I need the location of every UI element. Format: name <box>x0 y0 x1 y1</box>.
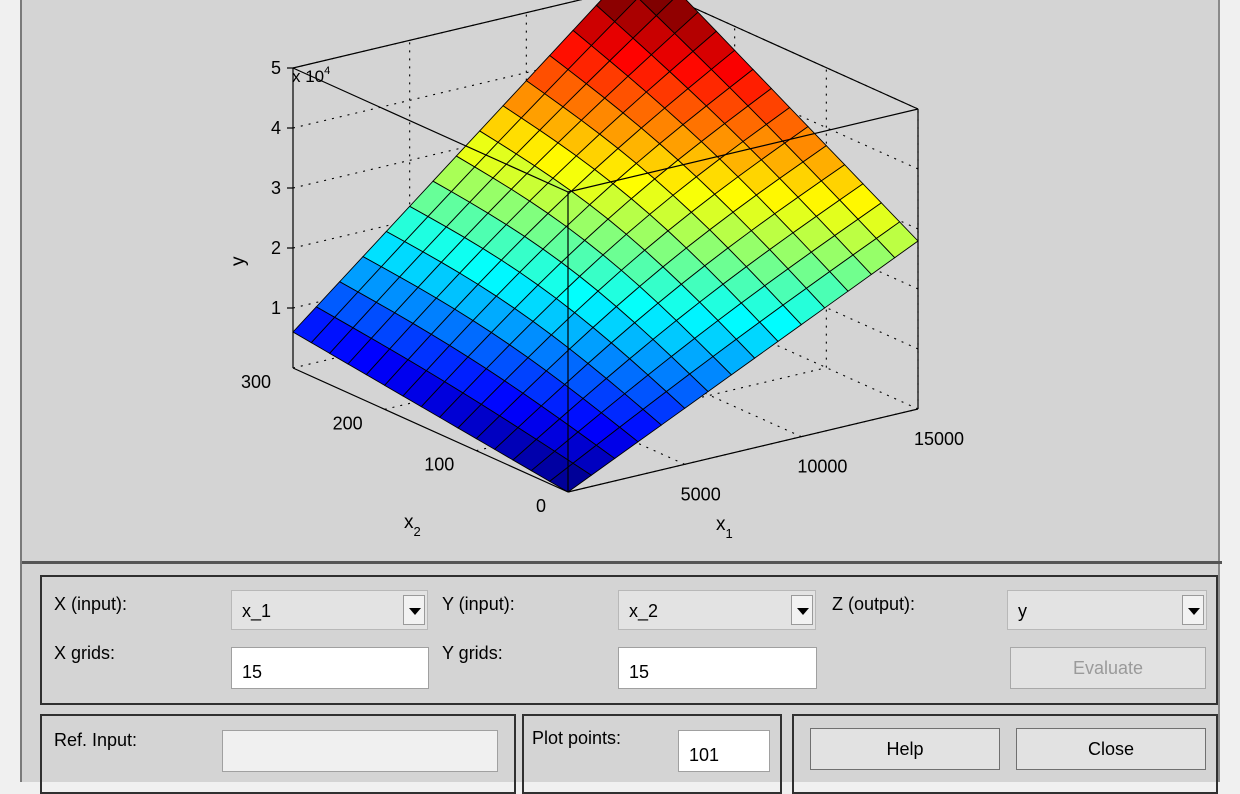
ref-input-panel: Ref. Input: <box>40 714 516 794</box>
x2-axis-label: x2 <box>404 512 421 539</box>
box-edge <box>292 367 569 493</box>
axis-selection-panel: X (input): x_1 Y (input): x_2 Z (output)… <box>40 575 1218 705</box>
x2-tick-label: 200 <box>333 413 363 433</box>
surface-mesh <box>292 0 919 493</box>
x1-axis-label: x1 <box>716 514 733 541</box>
close-button[interactable]: Close <box>1016 728 1206 770</box>
surface-patch <box>548 462 593 493</box>
chevron-down-icon[interactable] <box>1182 595 1204 625</box>
z-tick-label: 1 <box>271 298 281 318</box>
x-input-label: X (input): <box>54 594 128 614</box>
x1-tick-label: 5000 <box>681 484 721 504</box>
axis-ticks: 5000 10000 15000 0 100 200 300 1 2 3 4 5 <box>241 58 964 516</box>
x-grids-label: X grids: <box>54 643 116 663</box>
x-grids-input[interactable]: 15 <box>231 647 429 689</box>
z-tick-label: 2 <box>271 238 281 258</box>
z-tick-label: 5 <box>271 58 281 78</box>
box-edge <box>292 0 583 69</box>
z-exponent-label: x 104 <box>292 65 330 86</box>
x2-tick-label: 100 <box>424 455 454 475</box>
y-input-label: Y (input): <box>442 594 515 614</box>
y-grids-label: Y grids: <box>442 643 503 663</box>
plot-points-panel: Plot points: 101 <box>522 714 782 794</box>
box-edge <box>292 67 569 193</box>
z-tick-label: 4 <box>271 118 281 138</box>
z-axis-label: y <box>228 256 249 266</box>
ref-input-field[interactable] <box>222 730 498 772</box>
x1-tick-label: 10000 <box>797 457 847 477</box>
plot-points-label: Plot points: <box>532 728 622 748</box>
x1-tick-label: 15000 <box>914 429 964 449</box>
x-input-value: x_1 <box>242 601 272 621</box>
axes-box-front <box>292 67 919 493</box>
z-output-label: Z (output): <box>832 594 916 614</box>
help-button[interactable]: Help <box>810 728 1000 770</box>
y-input-value: x_2 <box>629 601 659 621</box>
y-input-select[interactable]: x_2 <box>618 590 816 630</box>
ref-input-label: Ref. Input: <box>54 730 138 750</box>
action-panel: Help Close <box>792 714 1218 794</box>
box-edge <box>567 408 919 493</box>
surface-viewer-window: 5000 10000 15000 0 100 200 300 1 2 3 4 5 x 104 y x2… <box>20 0 1222 794</box>
z-tick-label: 3 <box>271 178 281 198</box>
plot-points-input[interactable]: 101 <box>678 730 770 772</box>
x2-tick-label: 0 <box>536 496 546 516</box>
x-input-select[interactable]: x_1 <box>231 590 428 630</box>
chevron-down-icon[interactable] <box>403 595 425 625</box>
box-edge <box>567 108 919 193</box>
chevron-down-icon[interactable] <box>791 595 813 625</box>
z-output-select[interactable]: y <box>1007 590 1207 630</box>
surface-plot[interactable]: 5000 10000 15000 0 100 200 300 1 2 3 4 5 x 104 y x2… <box>22 0 1222 560</box>
y-grids-input[interactable]: 15 <box>618 647 817 689</box>
x2-tick-label: 300 <box>241 372 271 392</box>
evaluate-button[interactable]: Evaluate <box>1010 647 1206 689</box>
divider <box>22 561 1222 564</box>
z-output-value: y <box>1018 601 1027 621</box>
